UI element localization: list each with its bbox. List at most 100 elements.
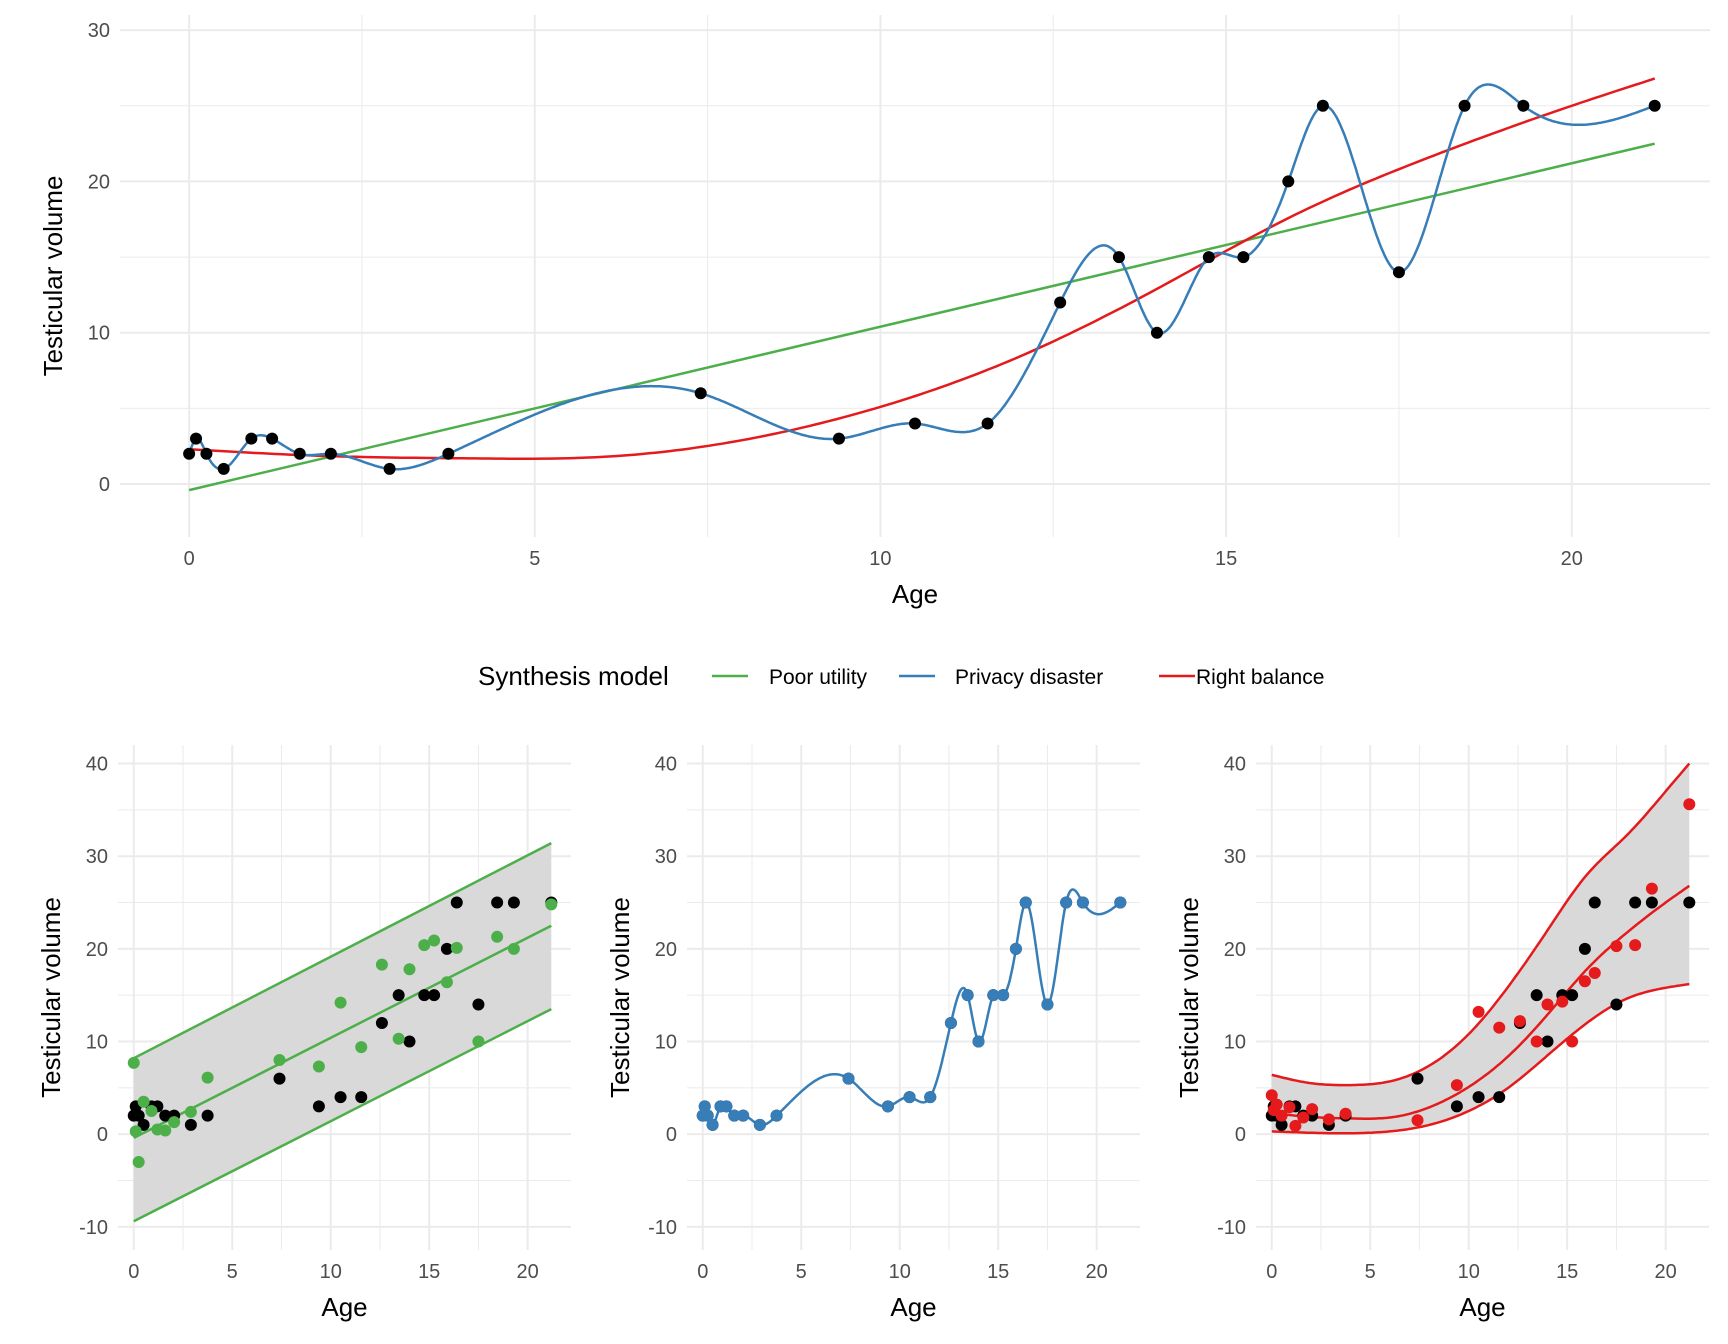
y-tick-label: 30 <box>655 846 677 868</box>
x-tick-label: 20 <box>1655 1261 1677 1283</box>
synthetic-point <box>1265 1089 1278 1102</box>
synthetic-point <box>842 1072 855 1085</box>
y-tick-label: 10 <box>655 1032 677 1054</box>
synthetic-point <box>728 1109 741 1122</box>
synthetic-point <box>1297 1111 1310 1124</box>
synthetic-point <box>1530 1035 1543 1048</box>
observed-point <box>1275 1118 1288 1131</box>
synthetic-point <box>903 1091 916 1104</box>
synthetic-point <box>1493 1021 1506 1034</box>
synthetic-point <box>1306 1103 1319 1116</box>
observed-point <box>1054 296 1067 309</box>
synthetic-point <box>1472 1005 1485 1018</box>
x-tick-label: 15 <box>987 1261 1009 1283</box>
synthetic-point <box>1076 896 1089 909</box>
observed-point <box>293 447 306 460</box>
x-axis-title: Age <box>892 579 938 609</box>
synthetic-point <box>1450 1079 1463 1092</box>
synthetic-point <box>418 939 431 952</box>
poor-utility-fit-line <box>133 924 552 1140</box>
observed-point <box>909 417 921 430</box>
observed-point <box>1202 251 1215 264</box>
privacy-disaster-line <box>701 888 1122 1127</box>
observed-point <box>324 447 337 460</box>
observed-point <box>1112 251 1125 264</box>
privacy-disaster-line <box>187 83 1656 471</box>
observed-point <box>383 462 396 475</box>
synthetic-point <box>924 1091 937 1104</box>
y-tick-label: 30 <box>88 20 110 42</box>
synthetic-point <box>440 976 453 989</box>
x-axis-title: Age <box>1459 1292 1505 1322</box>
legend: Synthesis model Poor utility Privacy dis… <box>478 661 1324 691</box>
legend-label-privacy-disaster: Privacy disaster <box>955 666 1103 689</box>
observed-point <box>1282 175 1295 188</box>
synthetic-point <box>403 963 416 976</box>
x-tick-label: 0 <box>1266 1261 1277 1283</box>
synthetic-point <box>168 1116 181 1129</box>
observed-point <box>159 1109 172 1122</box>
x-tick-label: 10 <box>320 1261 342 1283</box>
y-axis-title: Testicular volume <box>1174 897 1204 1098</box>
observed-point <box>1683 896 1696 909</box>
observed-point <box>507 896 520 909</box>
legend-label-right-balance: Right balance <box>1196 666 1324 689</box>
bottom-center-panel: 0 5 10 15 20 -10 0 10 20 30 40 Age Testicular volume <box>605 745 1140 1322</box>
y-tick-label: 20 <box>1224 939 1246 961</box>
legend-item-privacy-disaster: Privacy disaster <box>899 666 1103 689</box>
observed-point <box>200 447 213 460</box>
x-tick-label: 20 <box>1086 1261 1108 1283</box>
x-tick-label: 15 <box>1215 548 1237 570</box>
synthetic-point <box>1009 942 1022 955</box>
synthetic-point <box>507 942 520 955</box>
synthetic-point <box>273 1054 286 1067</box>
y-axis-title: Testicular volume <box>36 897 66 1098</box>
x-tick-label: 15 <box>1556 1261 1578 1283</box>
synthetic-point <box>1588 966 1601 979</box>
y-tick-label: 0 <box>1235 1124 1246 1146</box>
synthetic-point <box>145 1105 158 1118</box>
synthetic-point <box>1610 940 1623 953</box>
observed-point <box>245 432 258 445</box>
top-panel: 0 5 10 15 20 0 10 20 30 Age Testicular volume <box>38 15 1710 609</box>
y-tick-label: 30 <box>86 846 108 868</box>
legend-item-right-balance: Right balance <box>1159 666 1324 689</box>
synthetic-point <box>127 1056 140 1069</box>
observed-point <box>428 989 441 1002</box>
synthetic-point <box>1339 1107 1352 1120</box>
synthetic-point <box>1411 1114 1424 1127</box>
synthetic-point <box>706 1118 719 1131</box>
observed-point <box>450 896 463 909</box>
synthetic-point <box>1270 1098 1283 1111</box>
bottom-left-panel: 0 5 10 15 20 -10 0 10 20 30 40 Age Testicular volume <box>36 745 571 1322</box>
observed-point <box>1541 1035 1554 1048</box>
x-tick-label: 0 <box>184 548 195 570</box>
y-axis-title: Testicular volume <box>38 176 68 377</box>
y-tick-label: -10 <box>648 1217 677 1239</box>
observed-point <box>1629 896 1642 909</box>
observed-point <box>491 896 504 909</box>
y-tick-label: 0 <box>99 474 110 496</box>
observed-point <box>1458 99 1471 112</box>
x-tick-label: 5 <box>227 1261 238 1283</box>
synthetic-point <box>450 941 463 954</box>
synthetic-point <box>720 1100 733 1113</box>
synthetic-point <box>1283 1101 1296 1114</box>
synthetic-point <box>961 989 974 1002</box>
synthetic-point <box>545 898 558 911</box>
synthetic-point <box>987 989 1000 1002</box>
observed-point <box>1645 896 1658 909</box>
synthetic-point <box>944 1016 957 1029</box>
observed-point <box>201 1109 214 1122</box>
y-tick-label: 40 <box>655 754 677 776</box>
synthetic-point <box>1275 1109 1288 1122</box>
synthetic-point <box>1578 975 1591 988</box>
synthetic-point <box>1114 896 1127 909</box>
synthetic-point <box>491 930 504 943</box>
synthetic-point <box>1513 1015 1526 1028</box>
observed-point <box>334 1091 347 1104</box>
observed-point <box>1450 1100 1463 1113</box>
observed-point <box>184 1118 197 1131</box>
synthetic-point <box>1683 798 1696 811</box>
band-upper-line <box>1271 762 1691 1087</box>
